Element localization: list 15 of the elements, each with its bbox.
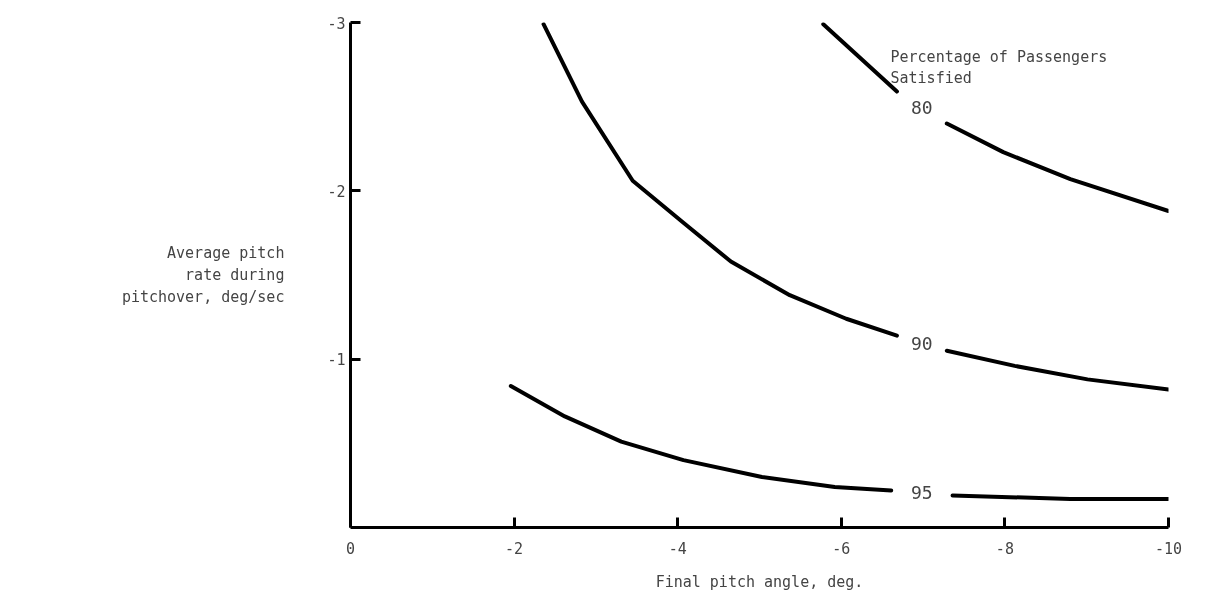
series-label: 90 bbox=[911, 332, 933, 354]
y-axis-title: Average pitch rate during pitchover, deg/sec bbox=[121, 244, 285, 306]
annotation: Percentage of Passengers Satisfied bbox=[890, 47, 1108, 88]
x-tick-label: -2 bbox=[505, 539, 524, 558]
x-tick-label: -6 bbox=[832, 539, 851, 558]
y-tick-label: -1 bbox=[327, 351, 346, 370]
y-tick-label: -2 bbox=[327, 182, 346, 201]
series-label: 80 bbox=[911, 97, 933, 119]
x-tick-label: -8 bbox=[995, 539, 1014, 558]
series-label: 95 bbox=[911, 482, 933, 504]
y-tick-label: -3 bbox=[327, 14, 346, 33]
x-tick-label: -10 bbox=[1154, 539, 1183, 558]
x-tick-label: -4 bbox=[668, 539, 687, 558]
x-tick-label: 0 bbox=[345, 539, 356, 558]
x-axis-title: Final pitch angle, deg. bbox=[655, 572, 864, 591]
